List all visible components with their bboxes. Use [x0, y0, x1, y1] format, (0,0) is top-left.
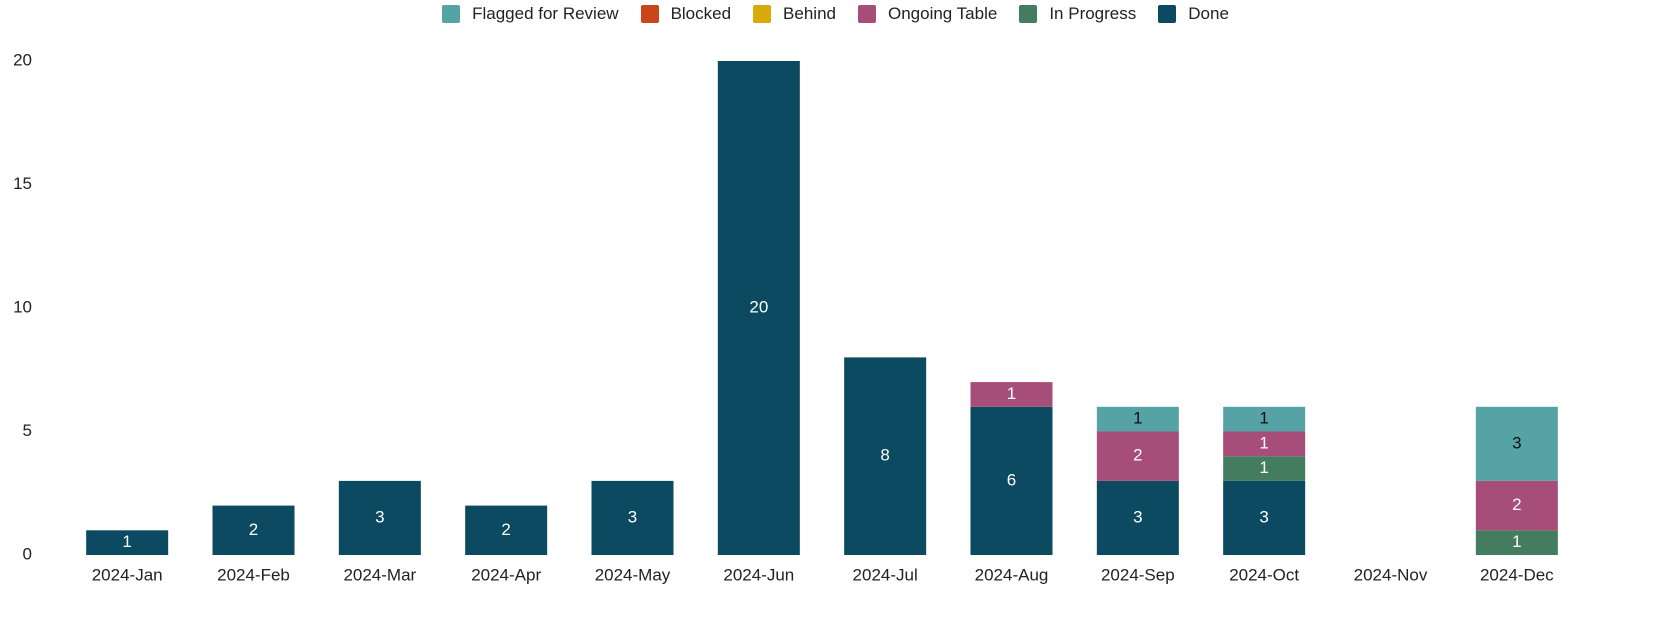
- data-label: 1: [1259, 458, 1268, 477]
- legend-item: In Progress: [1019, 4, 1136, 24]
- data-label: 3: [1133, 507, 1142, 526]
- legend-swatch: [1158, 5, 1177, 23]
- data-label: 3: [1512, 433, 1521, 452]
- data-label: 6: [1007, 470, 1016, 489]
- data-label: 2: [501, 520, 510, 539]
- bar-segment: [844, 357, 927, 555]
- legend-swatch: [1019, 5, 1038, 23]
- bar-segment: [338, 480, 421, 555]
- bar-segment: [1223, 406, 1306, 432]
- x-tick-label: 2024-Jul: [853, 565, 918, 584]
- bar-segment: [1096, 431, 1179, 481]
- data-label: 8: [880, 446, 889, 465]
- legend-item: Behind: [753, 4, 836, 24]
- data-label: 1: [1259, 433, 1268, 452]
- legend-swatch: [640, 5, 659, 23]
- bar-segment: [970, 382, 1053, 407]
- data-label: 2: [249, 520, 258, 539]
- x-tick-label: 2024-Nov: [1354, 565, 1428, 584]
- x-tick-label: 2024-Aug: [975, 565, 1049, 584]
- x-tick-label: 2024-Feb: [217, 565, 290, 584]
- bar-segment: [1096, 480, 1179, 555]
- legend-swatch: [857, 5, 876, 23]
- data-label: 20: [749, 297, 768, 316]
- bar-segment: [970, 406, 1053, 555]
- y-tick-label: 5: [23, 421, 32, 440]
- data-label: 2: [1512, 495, 1521, 514]
- legend-item: Ongoing Table: [857, 4, 998, 24]
- data-label: 3: [375, 507, 384, 526]
- data-label: 3: [1259, 507, 1268, 526]
- bar-segment: [465, 505, 548, 555]
- bar-segment: [1223, 480, 1306, 555]
- x-tick-label: 2024-Sep: [1101, 565, 1175, 584]
- bar-segment: [86, 530, 169, 555]
- y-tick-label: 15: [13, 174, 32, 193]
- y-tick-label: 0: [23, 544, 32, 563]
- data-label: 2: [1133, 446, 1142, 465]
- legend-swatch: [753, 5, 772, 23]
- x-tick-label: 2024-Mar: [343, 565, 416, 584]
- bar-segment: [1475, 406, 1558, 481]
- data-label: 1: [122, 532, 131, 551]
- data-label: 1: [1259, 409, 1268, 428]
- x-tick-label: 2024-Apr: [471, 565, 541, 584]
- bar-segment: [212, 505, 295, 555]
- x-tick-label: 2024-Jun: [723, 565, 794, 584]
- bar-segment: [591, 480, 674, 555]
- legend-label: Ongoing Table: [887, 4, 998, 23]
- bar-segment: [717, 61, 800, 555]
- y-tick-label: 10: [13, 297, 32, 316]
- x-tick-label: 2024-Jan: [92, 565, 163, 584]
- data-label: 3: [628, 507, 637, 526]
- data-label: 1: [1512, 532, 1521, 551]
- x-tick-label: 2024-May: [595, 565, 671, 584]
- bar-segment: [1096, 406, 1179, 432]
- bar-segment: [1475, 480, 1558, 531]
- bar-segment: [1223, 456, 1306, 481]
- legend-item: Blocked: [640, 4, 732, 24]
- legend-item: Done: [1158, 4, 1229, 24]
- bar-segment: [1223, 431, 1306, 457]
- bar-segment: [1475, 530, 1558, 555]
- legend-label: Behind: [783, 4, 836, 23]
- data-label: 1: [1007, 384, 1016, 403]
- legend: Flagged for Review Blocked Behind Ongoing T…: [0, 4, 1671, 24]
- legend-item: Flagged for Review: [442, 4, 619, 24]
- x-tick-label: 2024-Oct: [1229, 565, 1299, 584]
- legend-label: Blocked: [670, 4, 732, 23]
- data-label: 1: [1133, 409, 1142, 428]
- legend-label: Flagged for Review: [472, 4, 619, 23]
- x-tick-label: 2024-Dec: [1480, 565, 1554, 584]
- legend-label: In Progress: [1049, 4, 1137, 23]
- legend-label: Done: [1188, 4, 1229, 23]
- legend-swatch: [442, 5, 461, 23]
- y-tick-label: 20: [13, 50, 32, 69]
